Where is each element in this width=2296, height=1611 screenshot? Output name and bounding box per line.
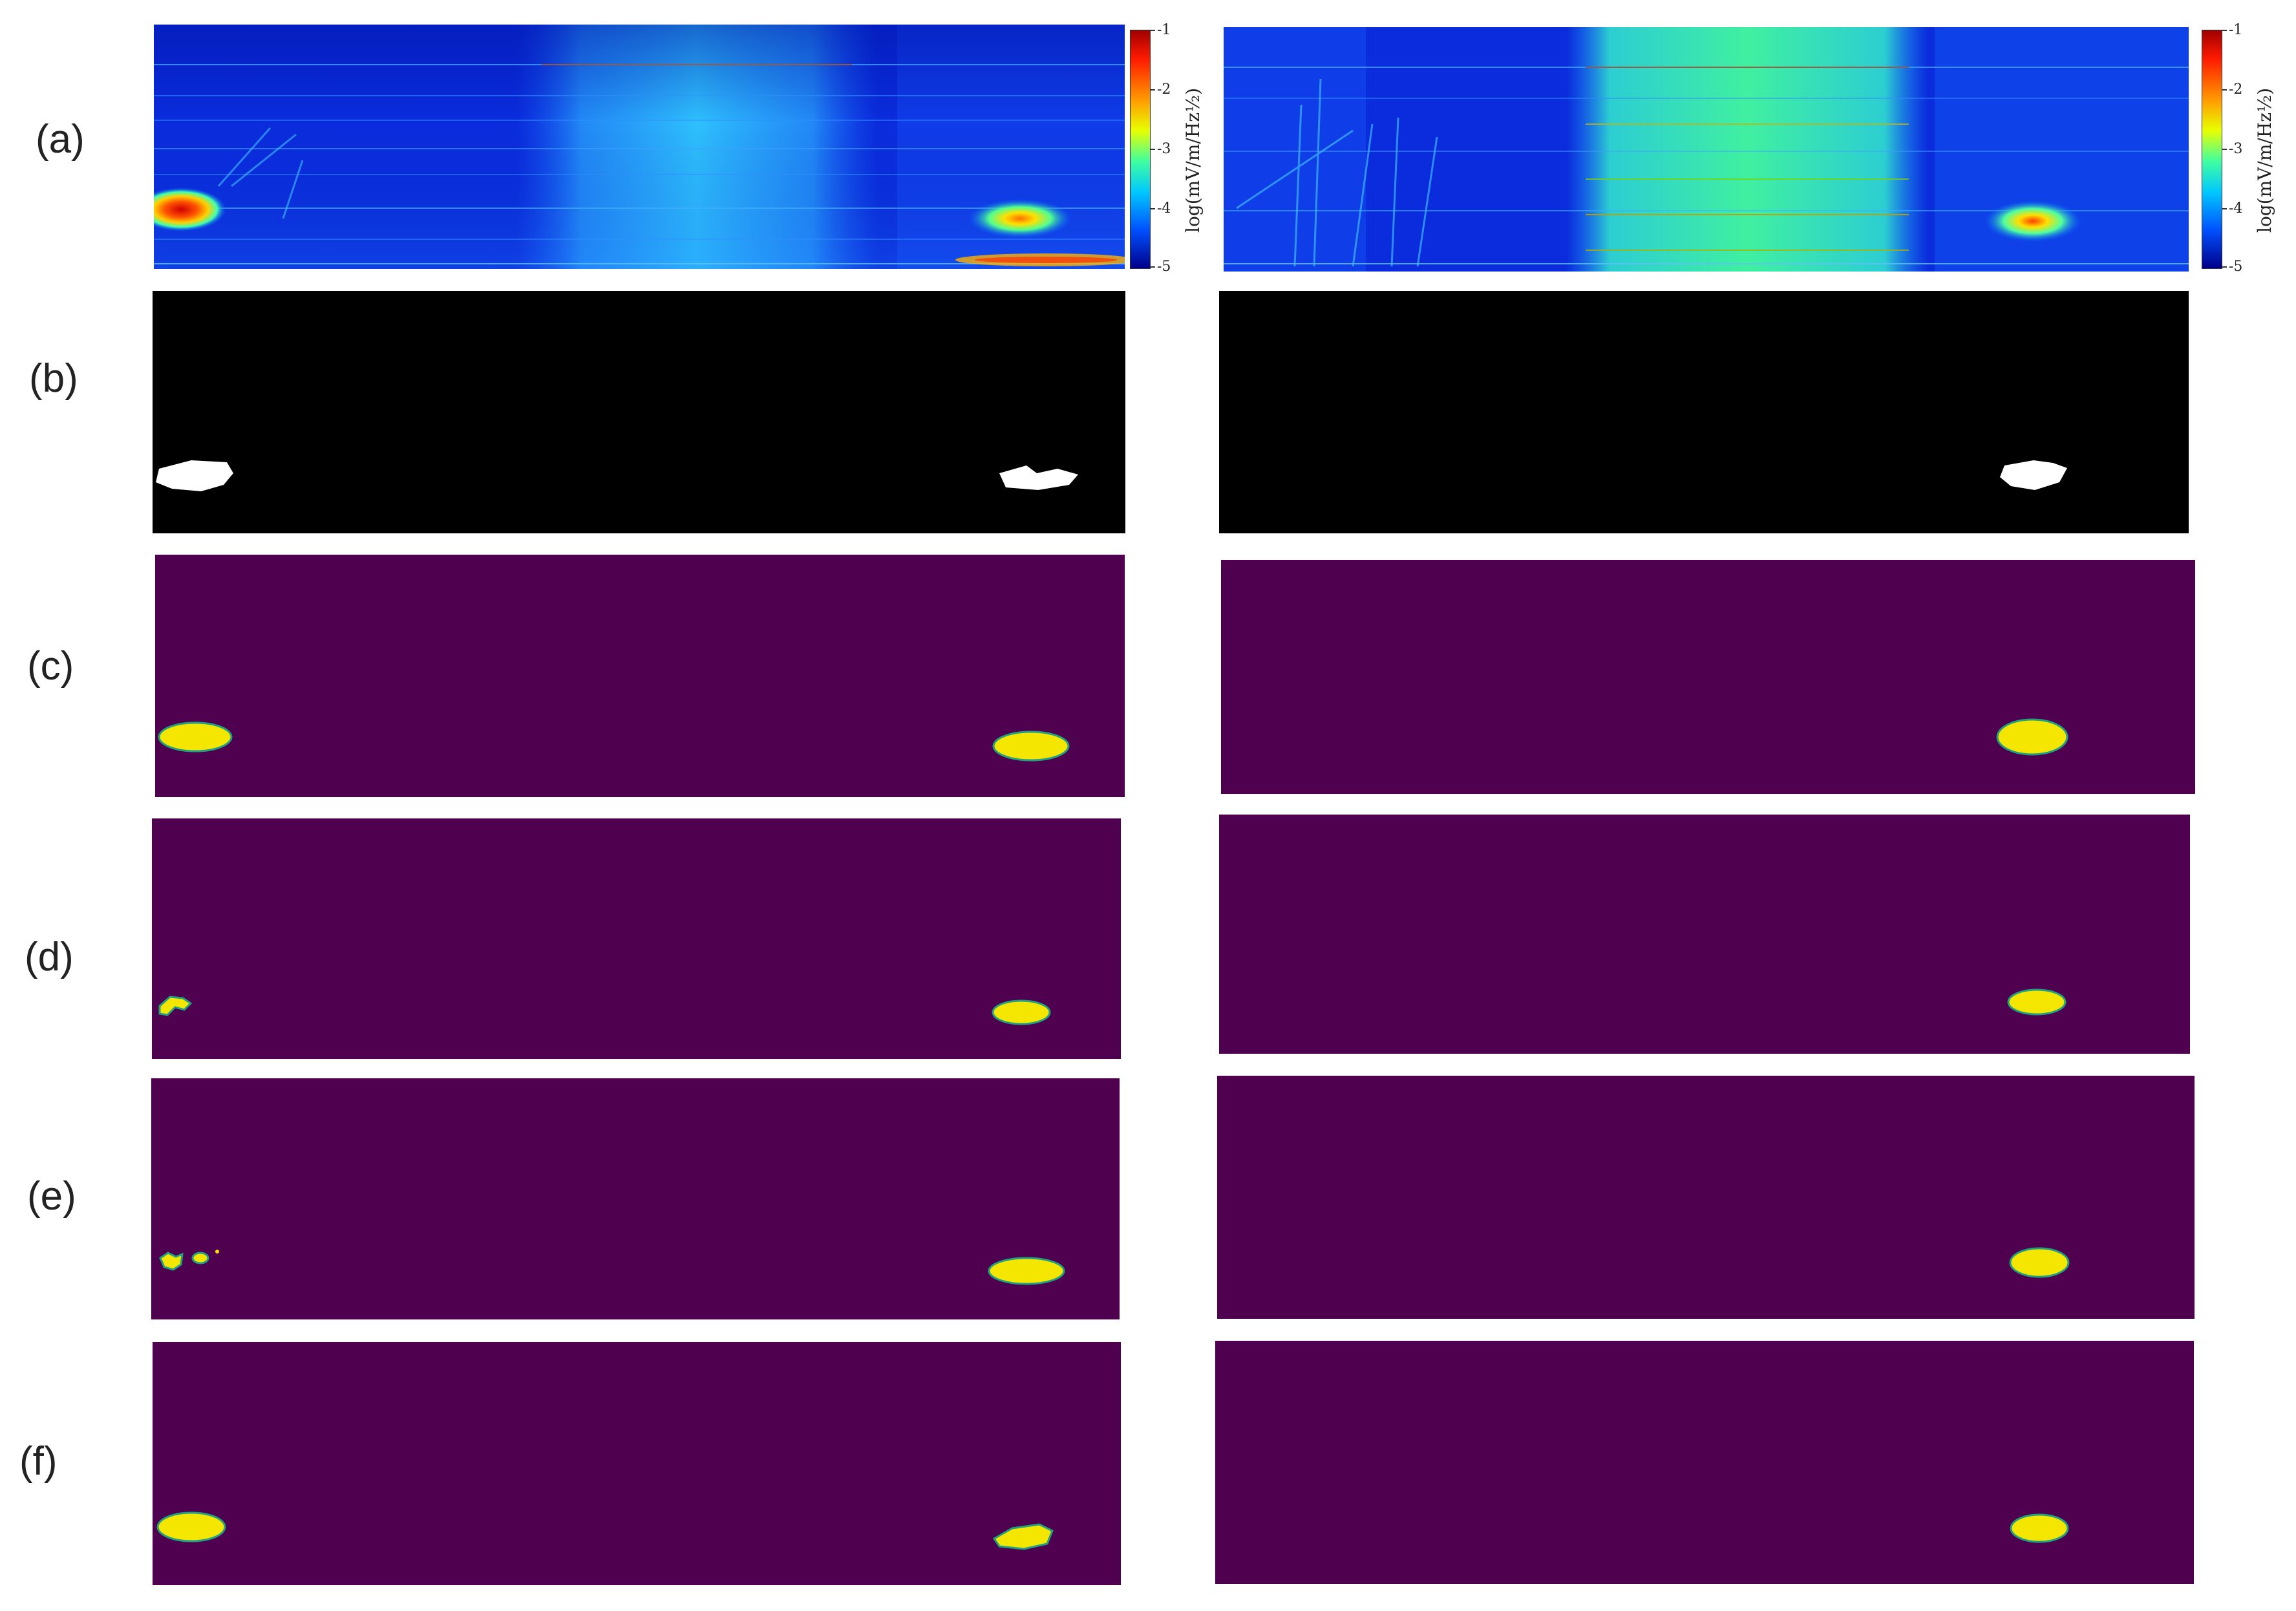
colorbar-left xyxy=(1130,30,1151,269)
row-label-a: (a) xyxy=(36,117,85,162)
spectrogram-right-image xyxy=(1224,27,2189,272)
colorbar-left-tickmark xyxy=(1150,30,1155,31)
colorbar-right-tick: -5 xyxy=(2229,259,2243,275)
mask-region xyxy=(2000,460,2067,490)
prediction-c-left xyxy=(155,555,1125,797)
prediction-d-left xyxy=(152,818,1121,1059)
colorbar-right-tickmark xyxy=(2222,208,2227,209)
colorbar-left-tick: -3 xyxy=(1157,141,1171,157)
row-label-f: (f) xyxy=(19,1439,58,1484)
spectrogram-right xyxy=(1224,27,2189,272)
row-label-e: (e) xyxy=(27,1174,76,1219)
prediction-d-right xyxy=(1219,815,2190,1054)
predicted-region xyxy=(2010,1513,2069,1543)
colorbar-left-tick: -1 xyxy=(1157,22,1171,38)
colorbar-right-tickmark xyxy=(2222,30,2227,31)
predicted-region xyxy=(215,1250,219,1254)
prediction-c-right-shapes xyxy=(1996,718,2068,756)
predicted-region xyxy=(992,731,1070,762)
row-label-c: (c) xyxy=(27,644,74,688)
colorbar-right-tick: -3 xyxy=(2229,141,2243,157)
colorbar-left-label: log(mV/m/Hz½) xyxy=(1182,87,1204,233)
colorbar-right-tick: -4 xyxy=(2229,200,2243,217)
colorbar-left-tickmark xyxy=(1150,89,1155,91)
prediction-f-left xyxy=(153,1342,1121,1585)
predicted-region xyxy=(156,1511,226,1542)
predicted-region xyxy=(158,996,193,1016)
colorbar-right-label: log(mV/m/Hz½) xyxy=(2254,87,2275,233)
predicted-region xyxy=(988,1257,1065,1285)
colorbar-left-tick: -5 xyxy=(1157,259,1171,275)
predicted-region xyxy=(1996,718,2068,756)
binary-mask-right xyxy=(1219,291,2189,533)
prediction-f-right xyxy=(1215,1341,2194,1584)
prediction-f-left-shapes xyxy=(156,1511,1054,1550)
binary-mask-left xyxy=(153,291,1125,533)
binary-mask-right-shapes xyxy=(2000,460,2067,490)
predicted-region xyxy=(2009,1247,2070,1278)
prediction-d-left-shapes xyxy=(158,996,1051,1025)
colorbar-left-tickmark xyxy=(1150,266,1155,268)
prediction-e-right xyxy=(1217,1076,2195,1319)
spectrogram-left xyxy=(154,25,1125,269)
row-label-d: (d) xyxy=(25,935,74,979)
predicted-region xyxy=(159,1252,184,1271)
prediction-c-right xyxy=(1221,560,2195,794)
prediction-e-left xyxy=(151,1078,1120,1319)
predicted-region xyxy=(992,999,1051,1025)
binary-mask-left-shapes xyxy=(156,460,1078,491)
colorbar-left-tick: -4 xyxy=(1157,200,1171,217)
predicted-region xyxy=(158,721,233,752)
spectrogram-left-image xyxy=(154,25,1125,269)
colorbar-right-tickmark xyxy=(2222,149,2227,150)
colorbar-left-tickmark xyxy=(1150,149,1155,150)
prediction-e-left-shapes xyxy=(159,1250,1065,1285)
colorbar-right-tickmark xyxy=(2222,89,2227,91)
row-label-b: (b) xyxy=(29,356,78,401)
mask-region xyxy=(999,465,1078,490)
colorbar-left-tick: -2 xyxy=(1157,81,1171,98)
predicted-region xyxy=(191,1252,209,1264)
prediction-d-right-shapes xyxy=(2007,988,2067,1016)
prediction-f-right-shapes xyxy=(2010,1513,2069,1543)
colorbar-right-tick: -1 xyxy=(2229,22,2243,38)
prediction-e-right-shapes xyxy=(2009,1247,2070,1278)
colorbar-right-tickmark xyxy=(2222,266,2227,268)
prediction-c-left-shapes xyxy=(158,721,1070,762)
predicted-region xyxy=(992,1523,1054,1550)
colorbar-right-tick: -2 xyxy=(2229,81,2243,98)
colorbar-right xyxy=(2202,30,2222,269)
mask-region xyxy=(156,460,233,491)
predicted-region xyxy=(2007,988,2067,1016)
colorbar-left-tickmark xyxy=(1150,208,1155,209)
